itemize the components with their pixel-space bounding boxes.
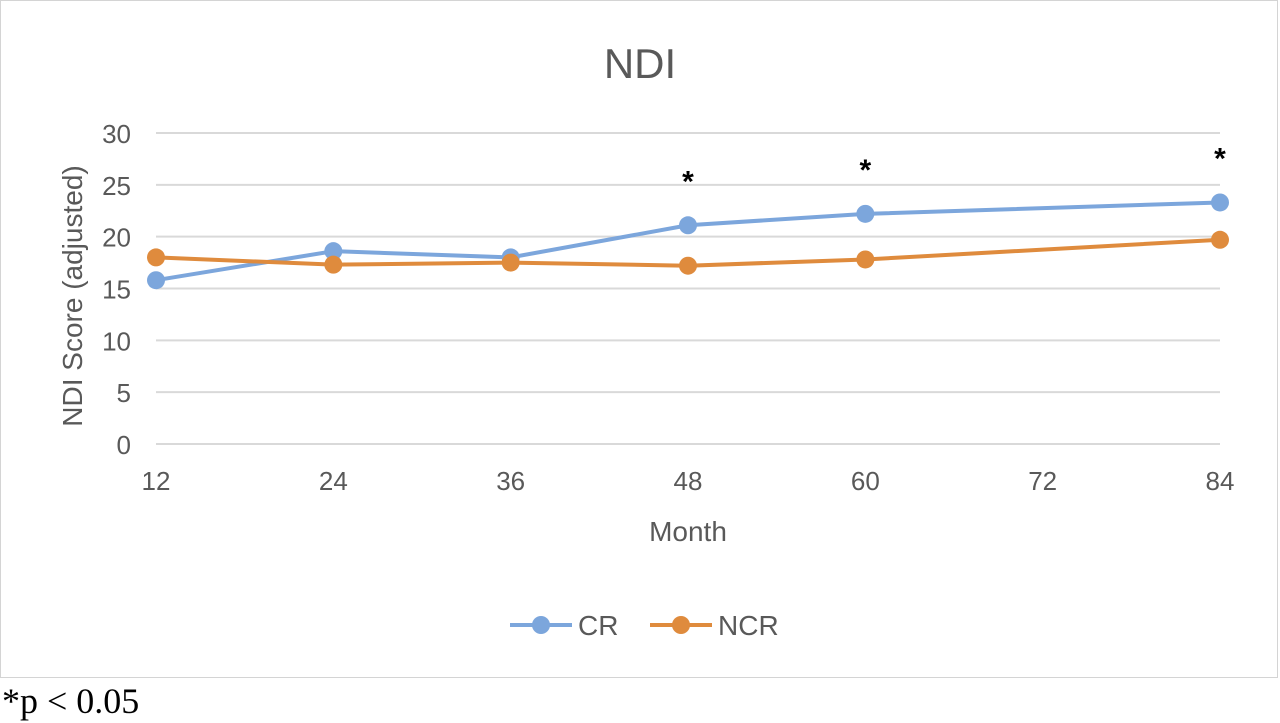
legend-marker-ncr	[672, 616, 690, 634]
data-point-ncr	[147, 248, 165, 267]
grid-lines	[156, 132, 1220, 445]
x-tick-label: 48	[674, 466, 703, 496]
data-point-ncr	[856, 250, 875, 269]
data-point-ncr	[1211, 230, 1229, 249]
significance-asterisk: *	[859, 154, 871, 187]
data-point-cr	[324, 242, 343, 261]
data-point-ncr	[679, 256, 697, 275]
data-point-cr	[147, 271, 165, 290]
series-line-cr	[155, 200, 1221, 283]
y-tick-label: 5	[117, 378, 131, 408]
x-tick-label: 36	[496, 466, 525, 496]
data-point-ncr	[324, 255, 343, 274]
y-tick-label: 25	[102, 171, 131, 201]
x-tick-label: 12	[142, 466, 171, 496]
y-axis-ticks: 0 5 10 15 20 25 30	[102, 119, 131, 460]
x-axis-ticks: 12 24 36 48 60 72 84	[142, 466, 1235, 496]
legend-label-cr: CR	[578, 610, 618, 641]
y-tick-label: 10	[102, 326, 131, 356]
significance-markers: * * *	[682, 142, 1226, 198]
significance-asterisk: *	[1214, 142, 1226, 175]
data-point-cr	[856, 204, 875, 223]
y-tick-label: 20	[102, 223, 131, 253]
x-tick-label: 84	[1206, 466, 1235, 496]
y-tick-label: 30	[102, 119, 131, 149]
legend: CR NCR	[510, 610, 779, 641]
data-point-cr	[1211, 193, 1229, 212]
chart-frame	[0, 0, 1278, 678]
line-chart: NDI 0 5 10 15 20 25 30 12 24 36 48 60 72 84 NDI Scor…	[57, 40, 1235, 641]
y-tick-label: 0	[117, 430, 131, 460]
x-tick-label: 72	[1028, 466, 1057, 496]
data-point-cr	[679, 216, 697, 235]
y-tick-label: 15	[102, 275, 131, 305]
chart-title: NDI	[604, 40, 676, 87]
series-lines	[147, 193, 1229, 290]
data-point-ncr	[501, 253, 520, 272]
significance-asterisk: *	[682, 165, 694, 198]
legend-marker-cr	[532, 616, 550, 634]
legend-label-ncr: NCR	[718, 610, 779, 641]
footnote: *p < 0.05	[2, 681, 140, 721]
x-axis-label: Month	[649, 516, 727, 547]
x-tick-label: 60	[851, 466, 880, 496]
x-tick-label: 24	[319, 466, 348, 496]
y-axis-label: NDI Score (adjusted)	[57, 165, 88, 426]
series-line-ncr	[155, 237, 1221, 268]
